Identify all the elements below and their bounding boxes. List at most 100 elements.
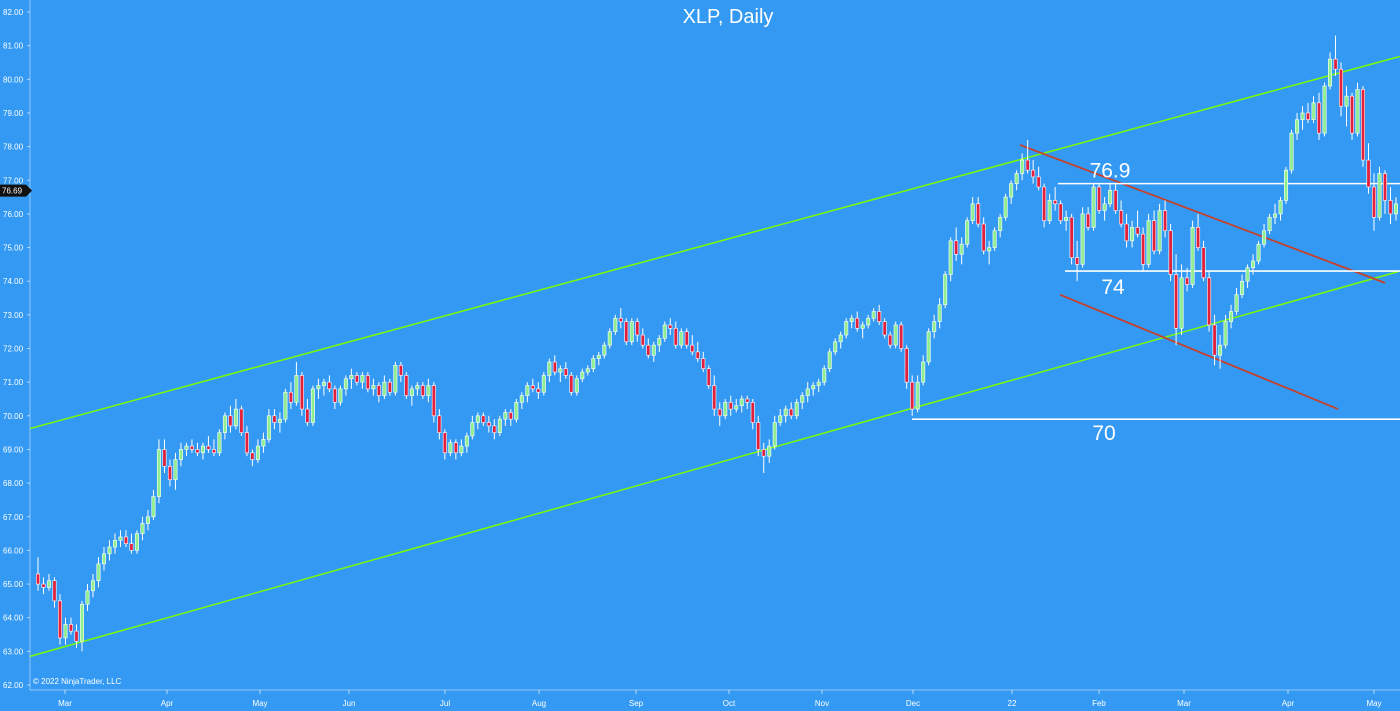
candle (1278, 197, 1283, 221)
level-annotation-label: 70 (1092, 422, 1115, 445)
candle-body (992, 230, 997, 248)
candle-body (112, 540, 117, 548)
candle (1201, 240, 1206, 282)
candle (354, 372, 359, 386)
candle (833, 338, 838, 356)
candle (338, 385, 343, 406)
candle (1036, 166, 1041, 191)
candle (602, 341, 607, 359)
candle (624, 318, 629, 346)
candle-body (723, 402, 728, 417)
candle-body (107, 546, 112, 555)
candle-body (250, 452, 255, 460)
y-tick-label: 67.00 (3, 513, 24, 522)
candle (459, 439, 464, 457)
candle-body (668, 324, 673, 329)
candle (1020, 153, 1025, 181)
candle-body (1372, 186, 1377, 218)
candle (926, 328, 931, 366)
candle-body (695, 351, 700, 359)
candle (63, 617, 68, 645)
candle-body (52, 580, 57, 602)
candle (294, 361, 299, 406)
candle-body (470, 422, 475, 437)
y-tick-label: 74.00 (3, 277, 24, 286)
candle (800, 392, 805, 410)
candle (1234, 287, 1239, 315)
candle-body (1097, 186, 1102, 211)
candle (431, 382, 436, 423)
candle-body (525, 385, 530, 396)
candle-body (701, 358, 706, 369)
candle (734, 398, 739, 413)
candle (712, 375, 717, 416)
candle (596, 351, 601, 366)
candle-body (899, 324, 904, 349)
candle (1190, 220, 1195, 288)
candle (453, 439, 458, 460)
candle-body (332, 388, 337, 403)
candle (57, 594, 62, 645)
candle (585, 365, 590, 376)
candle (569, 372, 574, 396)
candle (827, 348, 832, 373)
candle-body (646, 344, 651, 356)
candle (503, 409, 508, 426)
candle-body (338, 388, 343, 403)
candle (1168, 223, 1173, 282)
candle-body (662, 324, 667, 339)
candle (96, 557, 101, 588)
candle (508, 409, 513, 426)
candle (1102, 197, 1107, 221)
candle (948, 237, 953, 282)
candle-body (838, 334, 843, 343)
level-annotation-label: 76.9 (1090, 160, 1131, 183)
candle-body (536, 388, 541, 393)
candle-body (96, 563, 101, 581)
last-price-marker (0, 184, 32, 197)
candle (1251, 254, 1256, 275)
candle-body (1201, 247, 1206, 279)
candle-body (591, 358, 596, 369)
candle-body (1141, 233, 1146, 265)
candle-body (277, 418, 282, 423)
candle-body (415, 385, 420, 390)
candle (816, 378, 821, 393)
candle (717, 402, 722, 426)
candle (41, 577, 46, 595)
candle-body (1080, 213, 1085, 265)
candle-body (1196, 227, 1201, 248)
candle-body (1350, 95, 1355, 134)
x-tick-label: May (252, 699, 267, 708)
candle-body (1273, 213, 1278, 218)
candle (673, 321, 678, 349)
candle (305, 398, 310, 426)
candle (563, 361, 568, 379)
candle-body (481, 415, 486, 423)
candle (1306, 102, 1311, 124)
candle-body (442, 432, 447, 454)
candle (1366, 143, 1371, 194)
y-tick-label: 66.00 (3, 546, 24, 555)
candle (756, 415, 761, 457)
candle-body (519, 395, 524, 403)
candle (1388, 186, 1393, 224)
candle (679, 328, 684, 349)
candle-body (1075, 257, 1080, 265)
candle (530, 378, 535, 393)
candle-body (239, 408, 244, 433)
y-tick-label: 72.00 (3, 345, 24, 354)
candle-body (508, 412, 513, 420)
candle-body (1256, 243, 1261, 262)
candle-body (90, 580, 95, 592)
candle-body (299, 375, 304, 410)
candle (943, 271, 948, 309)
candle (239, 405, 244, 436)
candle (882, 318, 887, 339)
candle (1185, 267, 1190, 292)
candle-body (943, 274, 948, 306)
candle (992, 227, 997, 251)
candle-body (959, 243, 964, 255)
candle-body (706, 368, 711, 386)
copyright-label: © 2022 NinjaTrader, LLC (33, 677, 122, 686)
